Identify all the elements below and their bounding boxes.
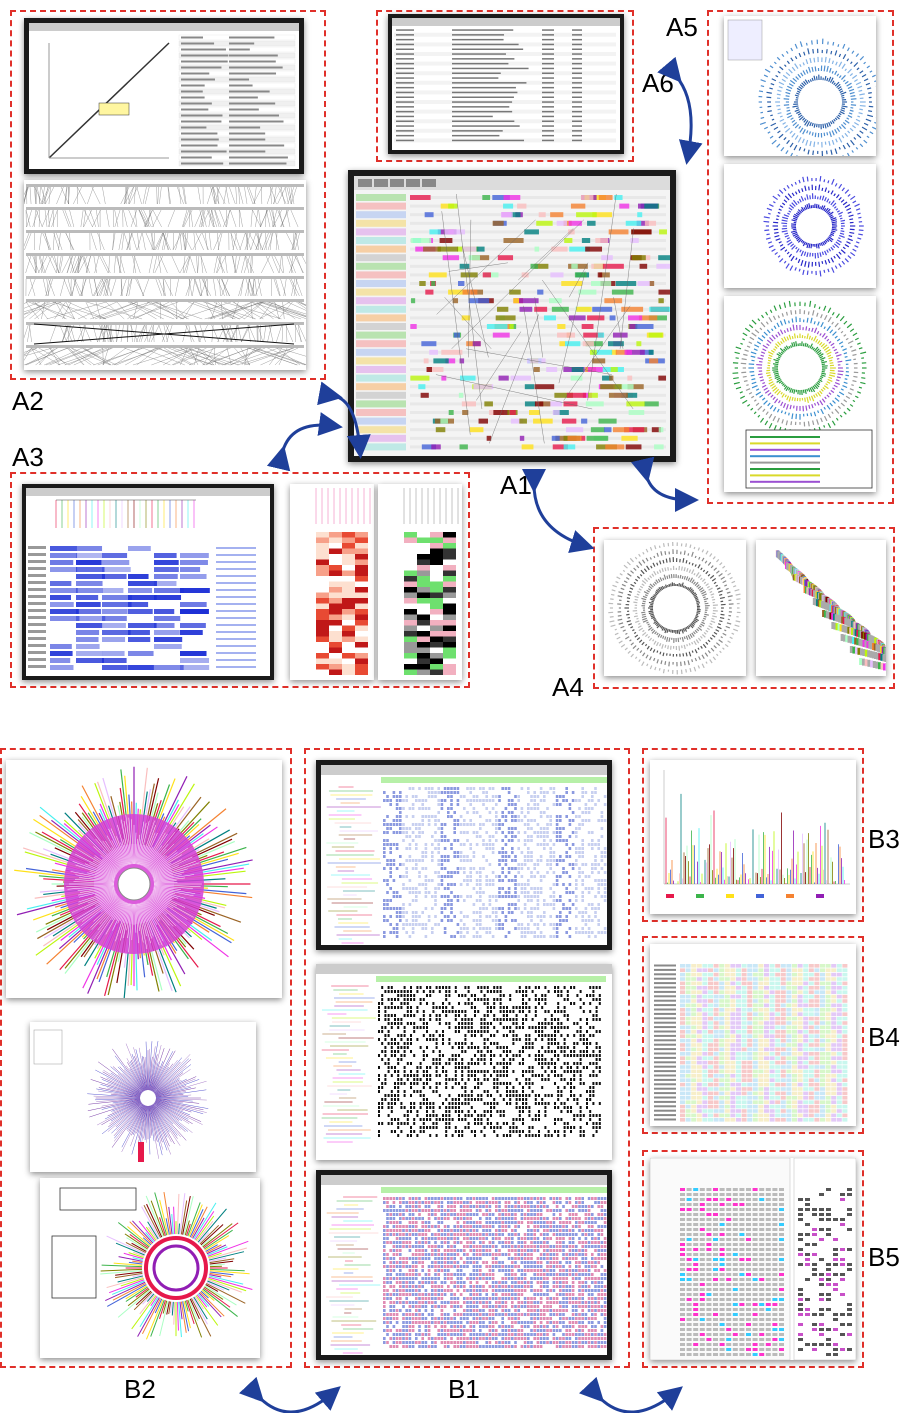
- b2-tree-1: [6, 760, 282, 998]
- a3-alignment-screenshot: [22, 484, 274, 680]
- label-a1: A1: [500, 470, 532, 500]
- arrow-a1-a5: [630, 456, 699, 512]
- label-b1: B1: [448, 1374, 480, 1404]
- panel-a5: [707, 10, 894, 504]
- panel-a2: [10, 10, 326, 380]
- panel-b5: [642, 1150, 864, 1368]
- arrow-b2-b1: [238, 1376, 341, 1413]
- panel-b2: [0, 748, 292, 1368]
- b3-screenshot: [650, 760, 856, 914]
- a5-circle-2: [724, 164, 876, 288]
- arrow-b1-b5: [578, 1376, 683, 1413]
- b2-tree-3: [40, 1178, 260, 1358]
- b5-screenshot: [650, 1158, 856, 1360]
- panel-b3: [642, 748, 864, 922]
- b1-screenshot-1: [316, 760, 612, 950]
- label-b2: B2: [124, 1374, 156, 1404]
- a4-zoom: [756, 540, 886, 676]
- a2-synteny-screenshot: [24, 180, 306, 370]
- a5-circle-3: [724, 296, 876, 492]
- arrow-a6-a1: [657, 56, 703, 165]
- panel-b1: [304, 748, 630, 1368]
- b1-screenshot-3: [316, 1170, 612, 1360]
- label-a4: A4: [552, 672, 584, 702]
- a3-heatmap-black: [378, 484, 462, 680]
- label-a5: A5: [666, 12, 698, 42]
- a3-heatmap-red: [290, 484, 374, 680]
- b1-screenshot-2: [316, 964, 612, 1160]
- panel-a4: [593, 527, 895, 689]
- label-a3: A3: [12, 442, 44, 472]
- panel-a3: [10, 472, 470, 688]
- label-b5: B5: [868, 1242, 900, 1272]
- panel-a6: [376, 10, 634, 162]
- label-a2: A2: [12, 386, 44, 416]
- a5-circle-1: [724, 16, 876, 156]
- b2-tree-2: [30, 1022, 256, 1172]
- a6-table-screenshot: [388, 14, 624, 154]
- b4-screenshot: [650, 944, 856, 1126]
- a2-dotplot-screenshot: [24, 18, 304, 174]
- label-b4: B4: [868, 1022, 900, 1052]
- arrow-a1-a4: [521, 468, 595, 554]
- arrow-a3-a1: [266, 412, 343, 472]
- label-b3: B3: [868, 824, 900, 854]
- label-a6: A6: [642, 68, 674, 98]
- a4-circle: [604, 540, 746, 676]
- panel-b4: [642, 936, 864, 1134]
- a1-screenshot: [348, 170, 676, 462]
